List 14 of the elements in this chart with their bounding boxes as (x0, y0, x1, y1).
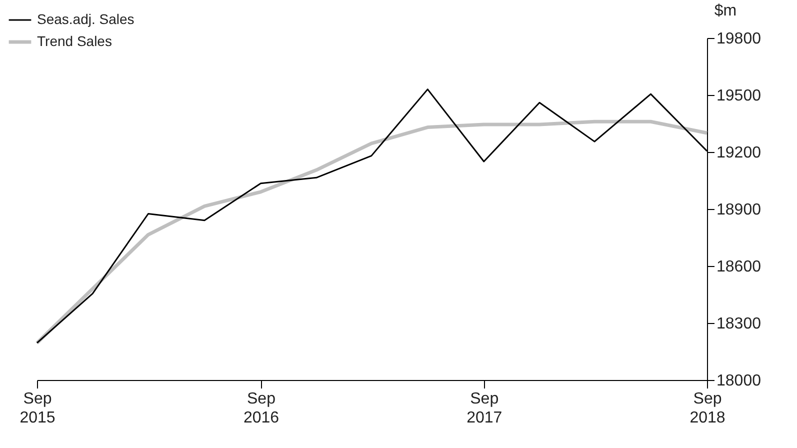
y-tick-label: 19200 (716, 144, 762, 162)
y-tick-label: 18300 (716, 316, 762, 332)
x-tick-label: Sep 2018 (690, 390, 726, 426)
x-tick-label: Sep 2015 (20, 390, 56, 426)
y-tick-label: 18000 (716, 372, 762, 390)
y-tick-label: 19800 (716, 30, 762, 48)
x-tick-label: Sep 2016 (243, 390, 280, 426)
y-axis-title: $m (714, 2, 737, 20)
y-tick-label: 18900 (716, 202, 762, 218)
x-tick-label: Sep 2017 (466, 390, 502, 426)
y-tick-label: 18600 (716, 258, 762, 276)
legend-label: Seas.adj. Sales (37, 11, 134, 27)
legend-label: Trend Sales (37, 33, 112, 49)
y-tick-label: 19500 (716, 88, 762, 104)
